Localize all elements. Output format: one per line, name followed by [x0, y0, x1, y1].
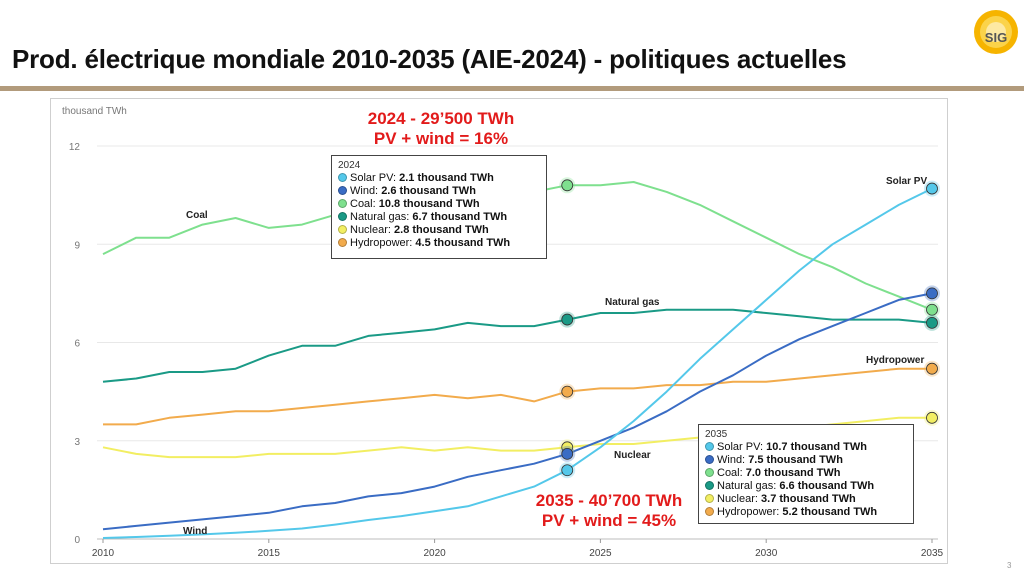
logo-text: SIG: [985, 30, 1007, 45]
tooltip-2035-value: 7.0 thousand TWh: [745, 467, 841, 479]
data-point-natural-gas-2024: [561, 313, 574, 326]
tooltip-2024-row: Nuclear: 2.8 thousand TWh: [338, 224, 540, 237]
tooltip-2024-label: Solar PV:: [350, 172, 400, 184]
y-tick-label: 6: [74, 339, 80, 350]
tooltip-2024-value: 2.6 thousand TWh: [381, 185, 476, 197]
slide-title: Prod. électrique mondiale 2010-2035 (AIE…: [12, 44, 847, 74]
tooltip-2035: 2035 Solar PV: 10.7 thousand TWh Wind: 7.5…: [698, 424, 914, 524]
data-point-coal-2035: [926, 303, 938, 316]
x-tick-label: 2025: [589, 548, 612, 559]
x-tick-label: 2035: [921, 548, 944, 559]
tooltip-2024-label: Nuclear:: [350, 224, 395, 236]
legend-dot-icon: [338, 173, 347, 182]
x-tick-label: 2030: [755, 548, 778, 559]
tooltip-2024-value: 6.7 thousand TWh: [412, 211, 508, 223]
callout-2035-share: PV + wind = 45%: [541, 511, 677, 530]
legend-dot-icon: [705, 494, 714, 503]
tooltip-2035-label: Hydropower:: [717, 506, 783, 518]
page-number: 3: [1007, 561, 1012, 570]
y-tick-label: 3: [74, 437, 80, 448]
callout-2024-share: PV + wind = 16%: [373, 129, 509, 148]
callout-2035-total: 2035 - 40’700 TWh: [535, 491, 683, 510]
tooltip-2035-row: Natural gas: 6.6 thousand TWh: [705, 480, 907, 493]
tooltip-2024-row: Wind: 2.6 thousand TWh: [338, 185, 540, 198]
y-axis-label: thousand TWh: [62, 106, 127, 117]
tooltip-2024-value: 2.8 thousand TWh: [394, 224, 489, 236]
data-point-hydropower-2035: [926, 362, 938, 375]
tooltip-2035-row: Coal: 7.0 thousand TWh: [705, 467, 907, 480]
series-line-hydropower: [103, 367, 932, 426]
data-point-solar-pv-2024: [561, 464, 574, 477]
callout-2024: 2024 - 29’500 TWh PV + wind = 16%: [356, 109, 526, 149]
series-line-wind: [102, 292, 933, 531]
tooltip-2024-label: Coal:: [350, 198, 379, 210]
data-point-natural-gas-2035: [926, 316, 938, 329]
tooltip-2035-label: Natural gas:: [717, 480, 780, 492]
title-divider: [0, 86, 1024, 91]
tooltip-2024-row: Solar PV: 2.1 thousand TWh: [338, 172, 540, 185]
x-tick-label: 2015: [258, 548, 281, 559]
tooltip-2035-value: 7.5 thousand TWh: [748, 454, 843, 466]
legend-dot-icon: [705, 468, 714, 477]
series-label-solar-pv: Solar PV: [886, 176, 927, 187]
series-label-wind: Wind: [183, 526, 207, 537]
legend-dot-icon: [338, 199, 347, 208]
sig-logo-icon: SIG: [974, 10, 1018, 54]
y-tick-label: 9: [74, 240, 80, 251]
y-tick-label: 12: [69, 142, 81, 153]
callout-2024-total: 2024 - 29’500 TWh: [367, 109, 515, 128]
series-label-coal: Coal: [186, 210, 208, 221]
callout-2035: 2035 - 40’700 TWh PV + wind = 45%: [519, 491, 699, 531]
series-label-hydropower: Hydropower: [866, 355, 924, 366]
tooltip-2035-row: Hydropower: 5.2 thousand TWh: [705, 506, 907, 519]
tooltip-2035-year: 2035: [705, 429, 728, 440]
tooltip-2024-value: 2.1 thousand TWh: [399, 172, 494, 184]
y-tick-label: 0: [74, 535, 80, 546]
tooltip-2024-row: Natural gas: 6.7 thousand TWh: [338, 211, 540, 224]
tooltip-2024-label: Natural gas:: [350, 211, 413, 223]
tooltip-2035-label: Nuclear:: [717, 493, 762, 505]
tooltip-2024-row: Coal: 10.8 thousand TWh: [338, 198, 540, 211]
tooltip-2024-value: 4.5 thousand TWh: [415, 237, 511, 249]
tooltip-2035-value: 3.7 thousand TWh: [761, 493, 856, 505]
series-label-nuclear: Nuclear: [614, 450, 651, 461]
tooltip-2024-label: Hydropower:: [350, 237, 416, 249]
legend-dot-icon: [705, 481, 714, 490]
legend-dot-icon: [338, 186, 347, 195]
series-line-solar-pv: [102, 187, 933, 539]
tooltip-2035-label: Wind:: [717, 454, 749, 466]
tooltip-2024-year: 2024: [338, 160, 361, 171]
tooltip-2024-label: Wind:: [350, 185, 382, 197]
tooltip-2035-row: Wind: 7.5 thousand TWh: [705, 454, 907, 467]
tooltip-2035-row: Nuclear: 3.7 thousand TWh: [705, 493, 907, 506]
data-point-nuclear-2035: [926, 411, 938, 424]
x-tick-label: 2020: [423, 548, 446, 559]
legend-dot-icon: [338, 238, 347, 247]
data-point-coal-2024: [561, 179, 574, 192]
data-point-hydropower-2024: [561, 385, 574, 398]
legend-dot-icon: [338, 212, 347, 221]
legend-dot-icon: [705, 442, 714, 451]
legend-dot-icon: [705, 507, 714, 516]
tooltip-2024-value: 10.8 thousand TWh: [378, 198, 480, 210]
tooltip-2035-value: 10.7 thousand TWh: [766, 441, 867, 453]
tooltip-2035-label: Solar PV:: [717, 441, 767, 453]
x-tick-label: 2010: [92, 548, 115, 559]
tooltip-2035-value: 6.6 thousand TWh: [779, 480, 875, 492]
tooltip-2024-row: Hydropower: 4.5 thousand TWh: [338, 237, 540, 250]
tooltip-2035-value: 5.2 thousand TWh: [782, 506, 878, 518]
data-point-wind-2035: [926, 287, 938, 300]
legend-dot-icon: [705, 455, 714, 464]
tooltip-2035-label: Coal:: [717, 467, 746, 479]
series-line-natural-gas: [102, 308, 933, 383]
data-point-wind-2024: [561, 447, 574, 460]
data-point-solar-pv-2035: [926, 182, 938, 195]
legend-dot-icon: [338, 225, 347, 234]
tooltip-2035-row: Solar PV: 10.7 thousand TWh: [705, 441, 907, 454]
tooltip-2024: 2024 Solar PV: 2.1 thousand TWh Wind: 2.6 …: [331, 155, 547, 259]
series-label-natural-gas: Natural gas: [605, 297, 660, 308]
